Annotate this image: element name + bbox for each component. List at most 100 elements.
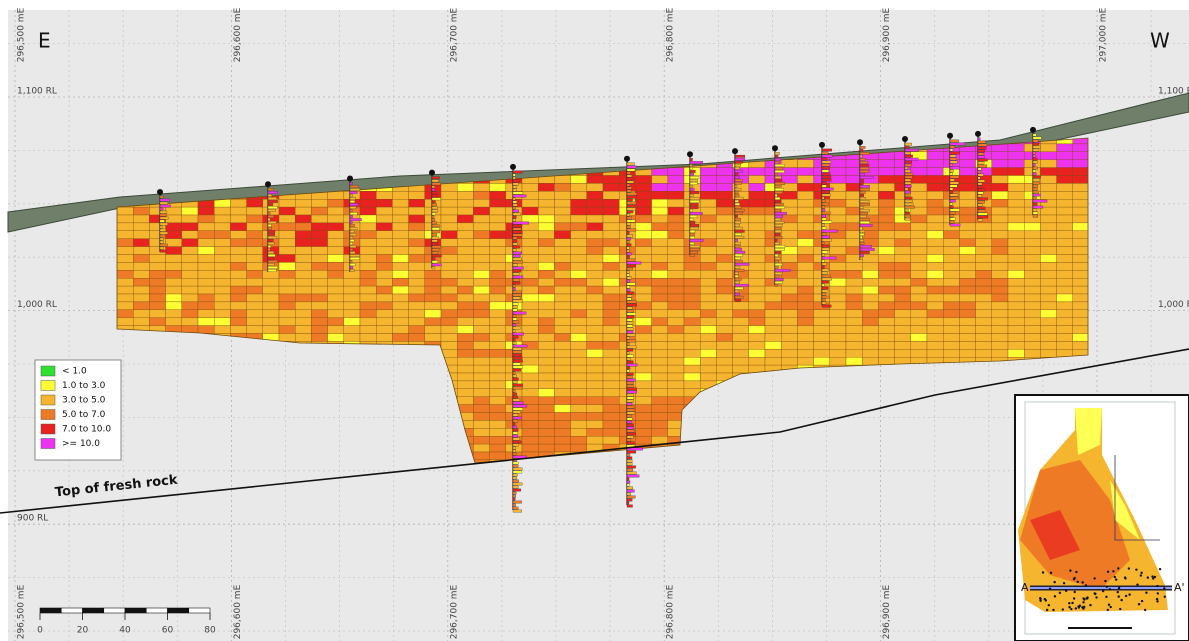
block-cell: [359, 317, 377, 326]
block-cell: [683, 349, 701, 358]
block-cell: [278, 214, 296, 224]
block-cell: [748, 167, 766, 176]
assay-bar: [859, 170, 870, 173]
block-cell: [975, 262, 992, 271]
assay-bar: [626, 231, 630, 235]
block-cell: [392, 278, 409, 287]
assay-bar: [734, 283, 750, 287]
block-cell: [781, 222, 798, 231]
block-cell: [926, 159, 944, 168]
inset-hole: [1089, 603, 1092, 607]
block-cell: [538, 333, 555, 342]
assay-bar: [734, 163, 741, 167]
block-cell: [764, 317, 782, 326]
block-cell: [230, 293, 247, 303]
block-cell: [926, 167, 944, 176]
block-cell: [295, 222, 312, 231]
scale-label: 80: [204, 626, 216, 636]
block-cell: [295, 278, 312, 287]
block-cell: [700, 175, 717, 184]
block-cell: [1072, 175, 1088, 184]
assay-bar: [512, 227, 522, 231]
assay-bar: [512, 350, 522, 354]
block-cell: [700, 270, 717, 279]
assay-bar: [431, 191, 437, 195]
block-cell: [959, 167, 976, 176]
block-cell: [602, 206, 620, 216]
assay-bar: [626, 177, 634, 181]
block-cell: [278, 222, 296, 231]
block-cell: [554, 230, 571, 239]
assay-bar: [821, 205, 826, 209]
block-cell: [1007, 175, 1025, 184]
block-cell: [635, 396, 652, 405]
collar: [510, 163, 516, 170]
block-cell: [311, 270, 328, 279]
block-cell: [1040, 167, 1057, 176]
assay-bar: [349, 257, 360, 260]
inset-hole: [1068, 602, 1071, 605]
block-cell: [959, 278, 976, 287]
block-cell: [376, 270, 393, 279]
assay-bar: [1032, 145, 1041, 149]
block-cell: [862, 270, 879, 279]
assay-bar: [626, 408, 635, 412]
assay-bar: [859, 167, 870, 170]
assay-bar: [821, 157, 828, 161]
assay-bar: [512, 269, 522, 273]
block-cell: [408, 191, 425, 200]
block-cell: [845, 301, 863, 310]
assay-bar: [904, 145, 910, 149]
assay-bar: [512, 431, 518, 435]
block-cell: [716, 293, 733, 303]
block-cell: [1040, 151, 1057, 160]
assay-bar: [626, 234, 634, 238]
block-cell: [959, 199, 976, 208]
assay-bar: [626, 399, 634, 403]
block-cell: [440, 199, 458, 208]
block-cell: [327, 199, 344, 208]
inset-hole: [1052, 608, 1055, 612]
block-cell: [570, 436, 587, 445]
assay-bar: [431, 254, 442, 258]
assay-bar: [349, 239, 355, 242]
block-cell: [748, 270, 766, 279]
legend: < 1.01.0 to 3.03.0 to 5.05.0 to 7.07.0 t…: [34, 359, 122, 461]
block-cell: [829, 246, 847, 255]
block-cell: [457, 349, 474, 358]
block-cell: [230, 238, 247, 247]
assay-bar: [626, 465, 636, 469]
block-cell: [473, 309, 490, 318]
block-cell: [538, 372, 555, 382]
block-cell: [473, 412, 490, 421]
block-cell: [943, 254, 960, 263]
assay-bar: [977, 176, 981, 180]
block-cell: [878, 222, 895, 231]
assay-bar: [512, 452, 517, 456]
block-cell: [214, 285, 231, 295]
assay-bar: [512, 461, 519, 465]
assay-bar: [859, 182, 864, 185]
block-cell: [991, 183, 1009, 192]
assay-bar: [821, 154, 833, 158]
assay-bar: [626, 285, 630, 289]
block-cell: [975, 333, 992, 342]
block-cell: [554, 349, 571, 358]
block-cell: [716, 191, 733, 200]
assay-bar: [949, 202, 953, 206]
block-cell: [1056, 167, 1073, 176]
block-cell: [651, 364, 668, 374]
block-cell: [489, 199, 506, 208]
block-cell: [1040, 341, 1057, 350]
block-cell: [570, 349, 587, 358]
block-cell: [813, 341, 830, 350]
block-cell: [959, 159, 976, 168]
assay-bar: [512, 443, 519, 447]
assay-bar: [512, 434, 518, 438]
assay-bar: [774, 173, 778, 176]
assay-bar: [859, 215, 867, 218]
assay-bar: [734, 217, 741, 221]
assay-bar: [1032, 160, 1039, 164]
block-cell: [716, 285, 733, 295]
block-cell: [489, 428, 506, 437]
